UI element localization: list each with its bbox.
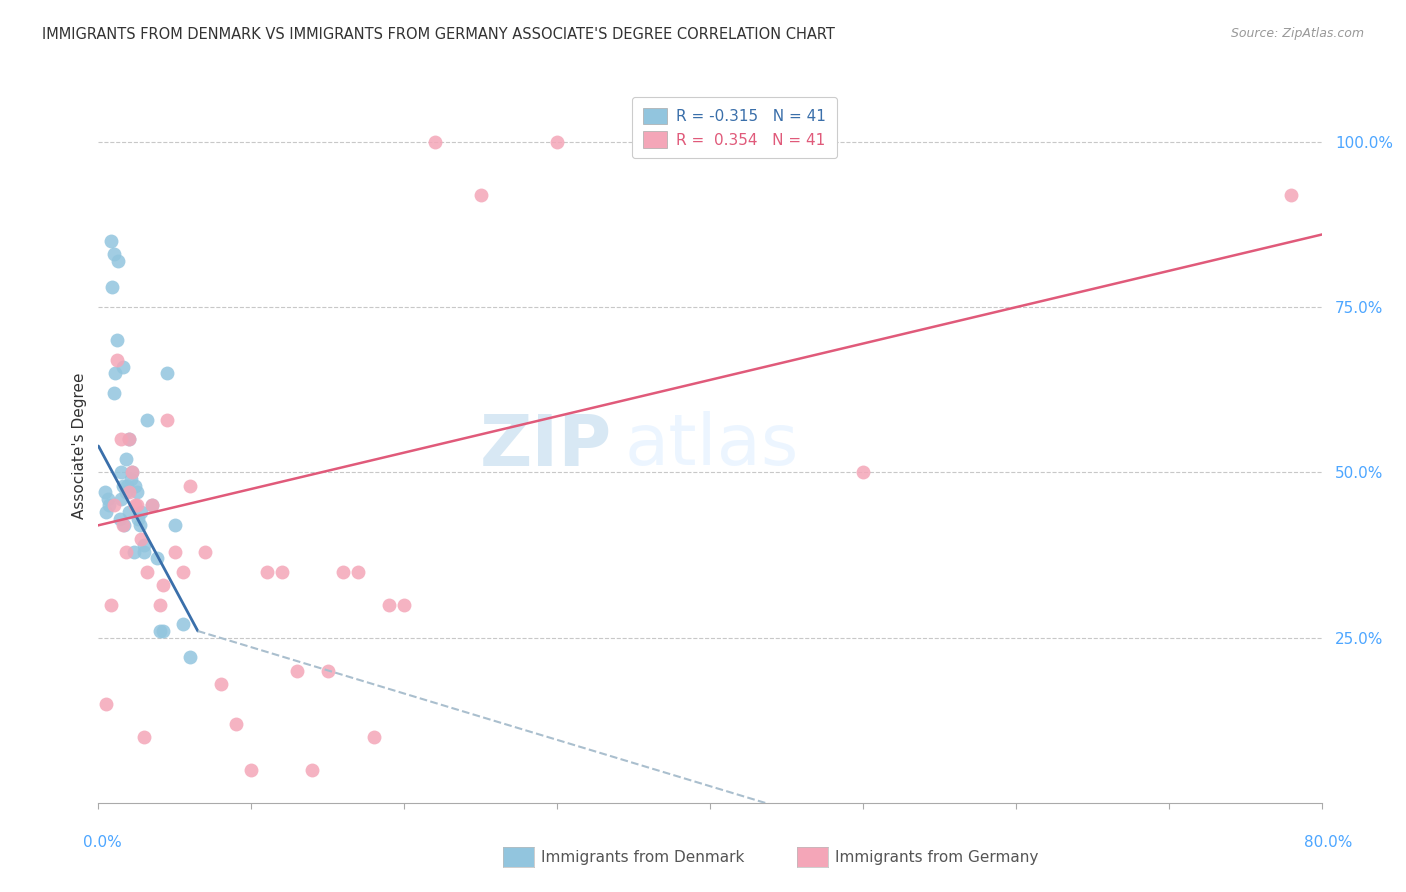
Point bbox=[172, 565, 194, 579]
Text: atlas: atlas bbox=[624, 411, 799, 481]
Point bbox=[112, 518, 135, 533]
Point bbox=[141, 499, 163, 513]
Point bbox=[94, 697, 117, 711]
Point bbox=[136, 412, 159, 426]
Point bbox=[129, 532, 152, 546]
Point bbox=[152, 578, 174, 592]
Point bbox=[111, 359, 134, 374]
Point bbox=[94, 505, 117, 519]
Point bbox=[129, 505, 152, 519]
Point bbox=[363, 730, 385, 744]
Point bbox=[149, 598, 172, 612]
Text: Immigrants from Germany: Immigrants from Germany bbox=[835, 850, 1039, 864]
Point bbox=[115, 545, 138, 559]
Point bbox=[225, 716, 247, 731]
Point bbox=[101, 280, 124, 294]
Point bbox=[103, 499, 125, 513]
Point bbox=[546, 135, 568, 149]
Point bbox=[141, 499, 163, 513]
Point bbox=[121, 466, 143, 480]
Point bbox=[107, 254, 129, 268]
Text: 80.0%: 80.0% bbox=[1305, 836, 1353, 850]
Point bbox=[285, 664, 308, 678]
Point bbox=[115, 452, 138, 467]
Point bbox=[117, 478, 139, 492]
Point bbox=[122, 545, 145, 559]
Point bbox=[104, 367, 127, 381]
Point bbox=[256, 565, 278, 579]
Point bbox=[97, 491, 120, 506]
Point bbox=[111, 518, 134, 533]
Point bbox=[378, 598, 401, 612]
Point bbox=[149, 624, 172, 638]
Point bbox=[100, 598, 122, 612]
Point bbox=[470, 188, 492, 202]
Point bbox=[105, 333, 128, 347]
Point bbox=[100, 234, 122, 248]
Point bbox=[121, 466, 143, 480]
Point bbox=[128, 518, 150, 533]
Point bbox=[118, 433, 141, 447]
Point bbox=[270, 565, 294, 579]
Text: Source: ZipAtlas.com: Source: ZipAtlas.com bbox=[1230, 27, 1364, 40]
Legend: R = -0.315   N = 41, R =  0.354   N = 41: R = -0.315 N = 41, R = 0.354 N = 41 bbox=[633, 97, 837, 159]
Point bbox=[111, 478, 134, 492]
Point bbox=[172, 617, 194, 632]
Point bbox=[110, 466, 132, 480]
Point bbox=[125, 485, 148, 500]
Point bbox=[179, 478, 201, 492]
Point bbox=[125, 499, 148, 513]
Point bbox=[240, 763, 263, 777]
Point bbox=[103, 247, 125, 261]
Point bbox=[103, 386, 125, 401]
Point bbox=[347, 565, 370, 579]
Point bbox=[134, 730, 156, 744]
Point bbox=[156, 367, 179, 381]
Text: ZIP: ZIP bbox=[479, 411, 612, 481]
Point bbox=[93, 485, 115, 500]
Point bbox=[124, 499, 146, 513]
Point bbox=[108, 511, 131, 525]
Point bbox=[392, 598, 416, 612]
Point bbox=[136, 565, 159, 579]
Point bbox=[316, 664, 339, 678]
Point bbox=[163, 545, 186, 559]
Text: Immigrants from Denmark: Immigrants from Denmark bbox=[541, 850, 745, 864]
Point bbox=[118, 485, 141, 500]
Point bbox=[134, 545, 156, 559]
Point bbox=[127, 511, 149, 525]
Point bbox=[179, 650, 201, 665]
Point bbox=[423, 135, 446, 149]
Point bbox=[110, 433, 132, 447]
Point bbox=[134, 538, 156, 552]
Point bbox=[110, 491, 132, 506]
Point bbox=[852, 466, 875, 480]
Point bbox=[124, 478, 146, 492]
Point bbox=[115, 485, 138, 500]
Y-axis label: Associate's Degree: Associate's Degree bbox=[72, 373, 87, 519]
Point bbox=[301, 763, 323, 777]
Point bbox=[152, 624, 174, 638]
Point bbox=[194, 545, 217, 559]
Point bbox=[118, 433, 141, 447]
Point bbox=[332, 565, 354, 579]
Point bbox=[120, 472, 142, 486]
Point bbox=[98, 499, 121, 513]
Point bbox=[118, 505, 141, 519]
Text: 0.0%: 0.0% bbox=[83, 836, 122, 850]
Text: IMMIGRANTS FROM DENMARK VS IMMIGRANTS FROM GERMANY ASSOCIATE'S DEGREE CORRELATIO: IMMIGRANTS FROM DENMARK VS IMMIGRANTS FR… bbox=[42, 27, 835, 42]
Point bbox=[209, 677, 232, 691]
Point bbox=[163, 518, 186, 533]
Point bbox=[156, 412, 179, 426]
Point bbox=[1279, 188, 1302, 202]
Point bbox=[105, 353, 128, 368]
Point bbox=[145, 551, 167, 566]
